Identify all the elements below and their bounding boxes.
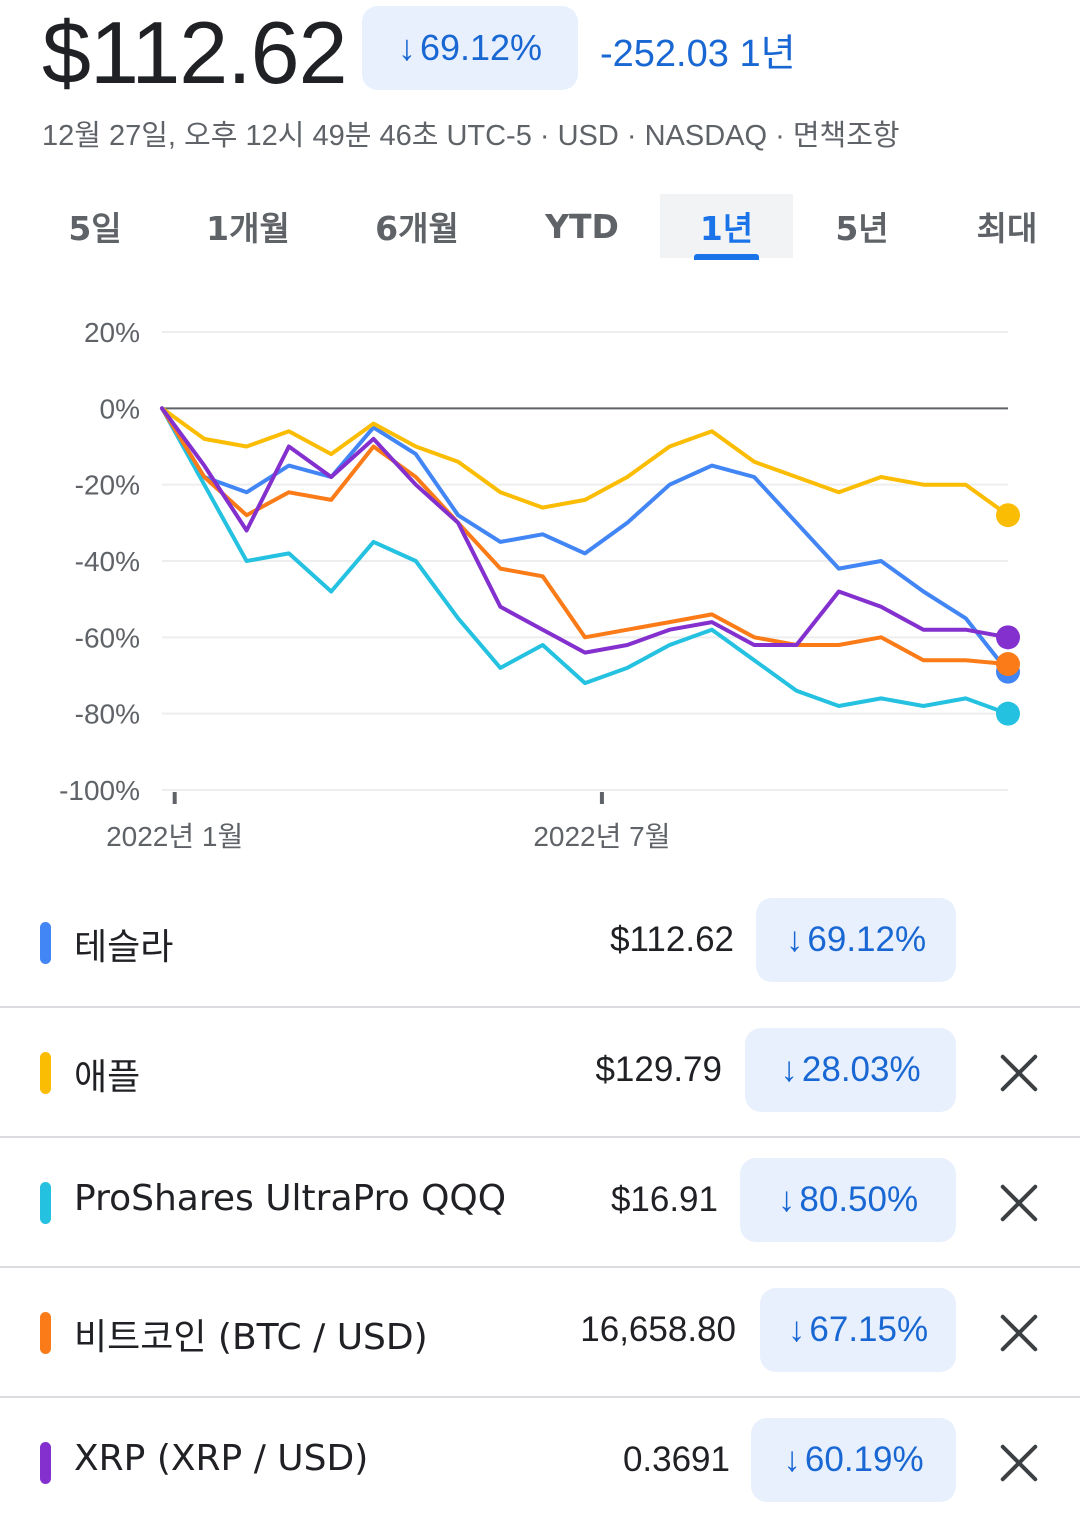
series-name: ProShares UltraPro QQQ	[74, 1178, 507, 1219]
comparison-chart[interactable]: 20% 0% -20% -40% -60% -80% -100% 2022년 1월 2022년 …	[0, 300, 1080, 870]
x-tick-label: 2022년 1월	[106, 821, 243, 852]
arrow-down-icon: ↓	[787, 1310, 806, 1349]
series-change-percent: 80.50%	[799, 1180, 919, 1219]
series-end-marker	[996, 503, 1020, 528]
series-change-badge: ↓ 67.15%	[760, 1288, 956, 1372]
close-icon[interactable]	[998, 1052, 1040, 1094]
legend-row[interactable]: 애플 $129.79 ↓ 28.03%	[0, 1008, 1080, 1138]
legend-row[interactable]: 테슬라 $112.62 ↓ 69.12%	[0, 878, 1080, 1008]
current-price: $112.62	[42, 3, 348, 102]
arrow-down-icon: ↓	[397, 27, 416, 68]
series-name: 테슬라	[74, 927, 174, 968]
tab-label: 최대	[976, 209, 1038, 248]
tab-1m[interactable]: 1개월	[186, 194, 310, 258]
tab-6m[interactable]: 6개월	[352, 194, 482, 258]
y-tick-label: 20%	[84, 317, 140, 348]
series-change-badge: ↓ 60.19%	[751, 1418, 956, 1502]
y-tick-label: -60%	[75, 622, 140, 653]
series-change-percent: 69.12%	[807, 920, 927, 959]
y-tick-label: -40%	[75, 546, 140, 577]
tab-label: 1개월	[206, 209, 290, 248]
arrow-down-icon: ↓	[785, 920, 804, 959]
change-percent: 69.12%	[419, 27, 543, 68]
series-color-swatch	[40, 1312, 51, 1354]
tab-5d[interactable]: 5일	[40, 194, 150, 258]
series-price: $112.62	[610, 920, 734, 959]
series-price: $16.91	[610, 1180, 718, 1219]
series-change-badge: ↓ 69.12%	[756, 898, 956, 982]
series-change-badge: ↓ 80.50%	[740, 1158, 956, 1242]
chart-svg: 20% 0% -20% -40% -60% -80% -100% 2022년 1월 2022년 …	[59, 317, 1020, 852]
tab-max[interactable]: 최대	[956, 194, 1058, 258]
series-end-marker	[996, 652, 1020, 677]
arrow-down-icon: ↓	[780, 1050, 798, 1089]
legend-row[interactable]: ProShares UltraPro QQQ $16.91 ↓ 80.50%	[0, 1138, 1080, 1268]
tab-label: 1년	[699, 209, 754, 248]
y-tick-label: -80%	[75, 699, 140, 730]
series-line	[160, 406, 1010, 716]
series-end-marker	[996, 625, 1020, 650]
series-line	[160, 406, 1010, 655]
series-name: 비트코인 (BTC / USD)	[74, 1317, 428, 1358]
y-tick-label: -100%	[59, 775, 140, 806]
tab-1y[interactable]: 1년	[660, 194, 793, 260]
series-line	[160, 406, 1010, 518]
legend-row[interactable]: 비트코인 (BTC / USD) 16,658.80 ↓ 67.15%	[0, 1268, 1080, 1398]
series-name: 애플	[74, 1057, 141, 1098]
series-change-percent: 60.19%	[804, 1440, 924, 1479]
tab-selected-indicator	[694, 254, 759, 260]
series-color-swatch	[40, 922, 51, 964]
comparison-legend: 테슬라 $112.62 ↓ 69.12% 애플 $129.79 ↓ 28.03% ProShar…	[0, 878, 1080, 1526]
tab-5y[interactable]: 5년	[812, 194, 912, 258]
series-change-badge: ↓ 28.03%	[745, 1028, 956, 1112]
tab-label: YTD	[545, 206, 619, 246]
close-icon[interactable]	[998, 1182, 1040, 1224]
change-percent-badge: ↓ 69.12%	[362, 6, 578, 90]
arrow-down-icon: ↓	[783, 1440, 801, 1479]
legend-row[interactable]: XRP (XRP / USD) 0.3691 ↓ 60.19%	[0, 1398, 1080, 1526]
range-tabs: 5일 1개월 6개월 YTD 1년 5년 최대	[0, 194, 1080, 260]
close-icon[interactable]	[998, 1442, 1040, 1484]
tab-label: 5년	[835, 209, 889, 248]
series-end-marker	[996, 701, 1020, 726]
tab-label: 5일	[68, 209, 122, 248]
series-change-percent: 67.15%	[809, 1310, 929, 1349]
close-icon[interactable]	[998, 1312, 1040, 1354]
series-price: 16,658.80	[580, 1310, 736, 1349]
series-price: 0.3691	[622, 1440, 730, 1479]
arrow-down-icon: ↓	[777, 1180, 796, 1219]
tab-label: 6개월	[375, 209, 459, 248]
change-absolute: -252.03 1년	[600, 33, 796, 75]
series-line	[160, 406, 1010, 674]
series-price: $129.79	[595, 1050, 722, 1089]
series-name: XRP (XRP / USD)	[74, 1438, 369, 1479]
y-tick-label: -20%	[75, 470, 140, 501]
tab-ytd[interactable]: YTD	[524, 194, 640, 258]
series-color-swatch	[40, 1182, 51, 1224]
series-color-swatch	[40, 1052, 51, 1094]
series-color-swatch	[40, 1442, 51, 1484]
y-tick-label: 0%	[100, 393, 140, 424]
series-change-percent: 28.03%	[801, 1050, 921, 1089]
series-line	[160, 406, 1010, 667]
quote-header: $112.62 ↓ 69.12% -252.03 1년 12월 27일, 오후 …	[0, 0, 1080, 160]
x-tick-label: 2022년 7월	[533, 821, 670, 852]
quote-metadata: 12월 27일, 오후 12시 49분 46초 UTC-5 · USD · NA…	[42, 120, 900, 152]
